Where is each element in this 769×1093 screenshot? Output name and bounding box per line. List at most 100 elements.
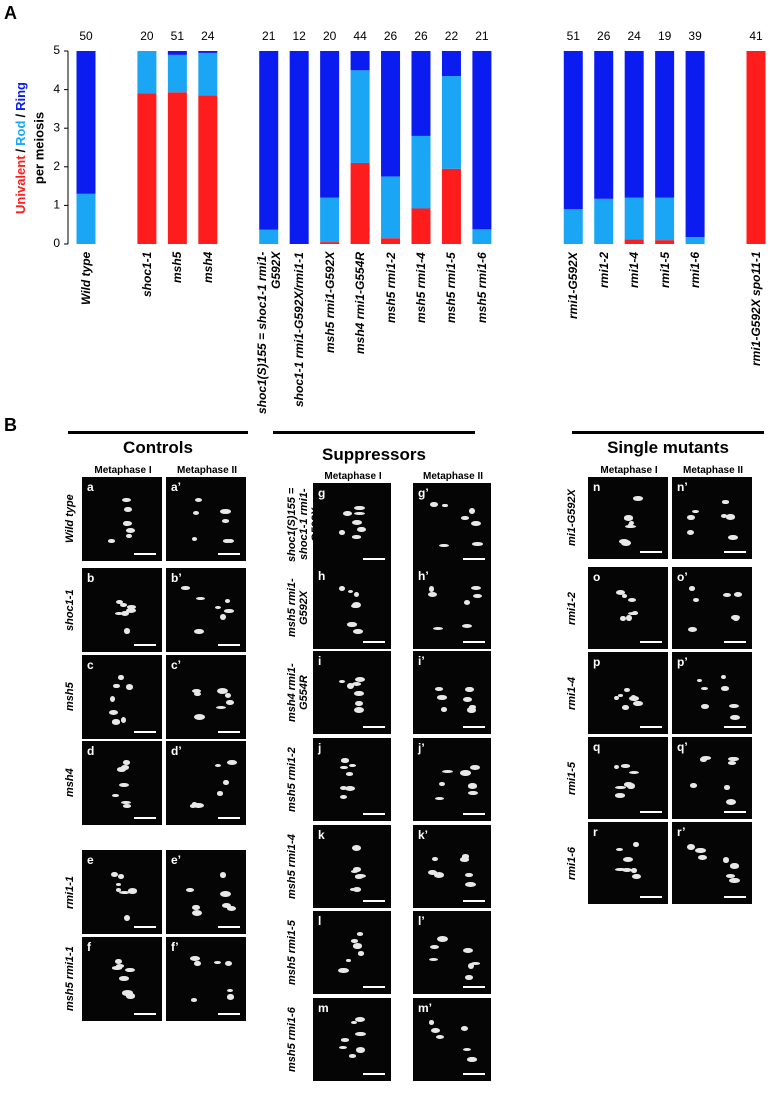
panel-letter: d [87,744,95,758]
bar-segment [594,51,614,199]
chromosome [115,958,123,965]
group-rule [68,431,248,434]
micrograph: o’ [672,567,752,649]
x-tick-label: shoc1-1 [139,252,154,298]
panel-letter: j’ [418,741,425,755]
bar-segment [259,229,279,244]
x-tick-label: Wild type [79,252,93,306]
chromosome [350,869,359,873]
row-label: rmi1-4 [566,676,578,710]
group-title: Single mutants [607,438,729,457]
chromosome [467,707,476,713]
scale-bar [363,813,385,815]
panel-letter: e [87,853,94,867]
chromosome [614,785,626,790]
chromosome [353,943,362,949]
chromosome [221,902,231,908]
chromosome [628,770,639,774]
panel-letter: r [593,825,598,839]
chromosome [215,706,227,710]
bar-segment [624,197,644,240]
chromosome [700,687,708,691]
x-tick-label: msh5 rmi1-5 [444,252,459,323]
chromosome [354,1016,366,1023]
chromosome [622,705,630,710]
scale-bar [463,986,485,988]
y-tick-label: 3 [53,120,60,134]
chromosome [122,990,133,996]
sample-size: 44 [353,29,367,43]
micrograph: e’ [166,850,246,934]
chromosome [627,523,633,528]
micrograph: i [313,651,391,734]
chromosome [733,592,742,597]
y-tick-label: 1 [53,198,60,212]
chromosome [354,592,360,598]
panel-letter: e’ [171,853,182,867]
micrograph: k’ [413,825,491,908]
scale-bar [724,726,746,728]
chromosome [194,692,201,697]
row-label: msh4 rmi1-G554R [286,663,310,722]
panel-letter: m [318,1001,329,1015]
chromosome [438,781,445,787]
bar-segment [259,51,279,230]
chromosome [351,1020,358,1025]
bar-segment [411,135,431,209]
chromosome [347,621,357,627]
panel-letter: o [593,570,601,584]
scale-bar [640,641,662,643]
panel-letter: d’ [171,744,182,758]
bar-segment [624,51,644,198]
row-label: Wild type [64,494,76,544]
chromosome [214,961,222,965]
chromosome [357,951,365,956]
x-tick-label: rmi1-4 [627,252,642,289]
chromosome [341,758,349,763]
chromosome [470,520,481,527]
chromosome [221,519,230,523]
chromosome [119,891,131,895]
chromosome [720,686,729,692]
scale-bar [134,644,156,646]
bar-segment [198,51,218,53]
panel-letter: j [318,741,322,755]
x-tick-label: shoc1(S)155 = shoc1-1 rmi1-G592X [254,252,283,415]
micrograph: c [82,655,162,739]
chromosome [686,515,696,521]
chromosome [727,534,739,541]
chromosome [111,719,121,725]
panel-letter: a’ [171,480,182,494]
group-title: Controls [123,438,193,457]
x-tick-label: shoc1-1 rmi1-G592X/rmi1-1 [292,252,307,407]
chromosome [195,596,205,600]
bar-segment [350,51,370,71]
x-tick-label: msh4 rmi1-G554R [353,252,368,355]
sample-size: 21 [262,29,276,43]
panel-letter: o’ [677,570,688,584]
chromosome [614,793,625,798]
chromosome [697,855,707,861]
chromosome [630,868,637,873]
chromosome [126,993,136,999]
bar-segment [411,208,431,244]
panel-letter: l [318,914,322,928]
x-tick-label: msh5 rmi1-4 [414,252,428,323]
chromosome [463,697,472,703]
chromosome [614,695,620,701]
chromosome [731,614,741,620]
chromosome [224,693,232,699]
micrograph: b’ [166,568,246,652]
x-tick-label: rmi1-G592X [566,252,581,319]
group-title: Suppressors [322,445,426,464]
chromosome [427,869,438,876]
chromosome [347,589,354,593]
micrograph: g [313,483,391,566]
column-header: Metaphase II [682,465,744,476]
chromosome [117,674,124,681]
bar-segment [441,51,461,77]
bar-segment [137,51,157,94]
bar-segment [655,197,675,241]
panel-letter: g [318,486,326,500]
chromosome [438,543,449,548]
